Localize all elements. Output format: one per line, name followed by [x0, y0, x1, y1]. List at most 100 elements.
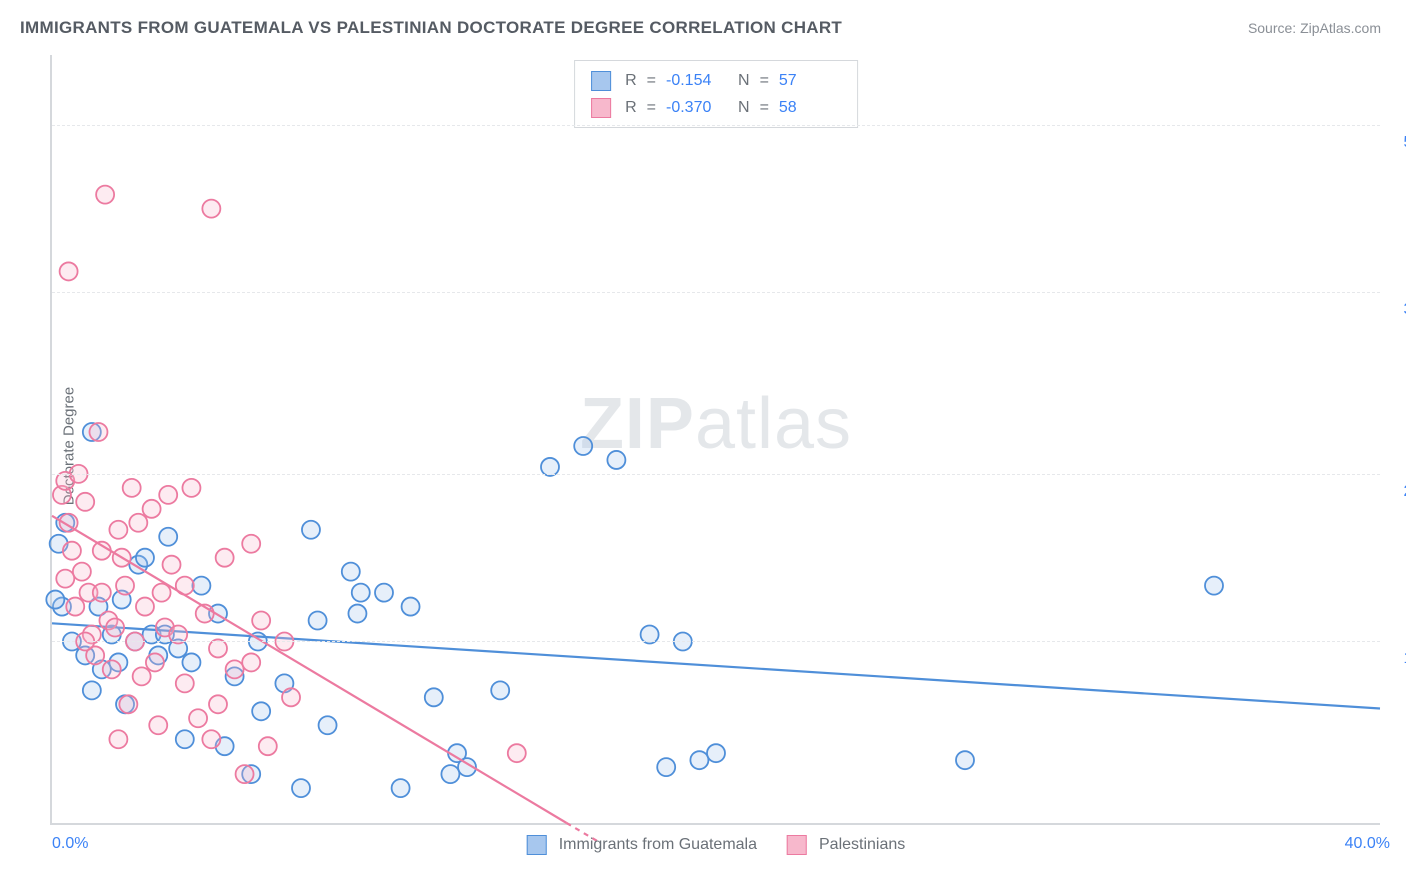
gridline [52, 292, 1380, 293]
data-point [707, 744, 725, 762]
data-point [607, 451, 625, 469]
data-point [292, 779, 310, 797]
data-point [282, 688, 300, 706]
legend-swatch-1 [527, 835, 547, 855]
data-point [153, 584, 171, 602]
data-point [441, 765, 459, 783]
n-value-1: 57 [779, 67, 841, 94]
eq: = [647, 67, 656, 94]
data-point [425, 688, 443, 706]
data-point [56, 570, 74, 588]
data-point [1205, 577, 1223, 595]
legend-label-1: Immigrants from Guatemala [559, 836, 757, 854]
stats-row-2: R = -0.370 N = 58 [591, 94, 841, 121]
data-point [103, 660, 121, 678]
n-label2: N [738, 94, 750, 121]
data-point [259, 737, 277, 755]
data-point [226, 660, 244, 678]
legend-label-2: Palestinians [819, 836, 905, 854]
gridline [52, 641, 1380, 642]
data-point [159, 528, 177, 546]
chart-svg [52, 55, 1380, 823]
data-point [392, 779, 410, 797]
r-label2: R [625, 94, 637, 121]
data-point [189, 709, 207, 727]
data-point [133, 667, 151, 685]
eq3: = [647, 94, 656, 121]
r-value-2: -0.370 [666, 94, 728, 121]
data-point [319, 716, 337, 734]
data-point [242, 653, 260, 671]
chart-source: Source: ZipAtlas.com [1248, 20, 1381, 36]
data-point [76, 493, 94, 511]
data-point [402, 598, 420, 616]
data-point [202, 730, 220, 748]
data-point [83, 681, 101, 699]
data-point [508, 744, 526, 762]
eq2: = [760, 67, 769, 94]
data-point [149, 716, 167, 734]
data-point [96, 186, 114, 204]
data-point [216, 549, 234, 567]
data-point [690, 751, 708, 769]
data-point [236, 765, 254, 783]
data-point [63, 542, 81, 560]
data-point [119, 695, 137, 713]
data-point [375, 584, 393, 602]
data-point [46, 591, 64, 609]
data-point [242, 535, 260, 553]
data-point [309, 612, 327, 630]
swatch-series2 [591, 98, 611, 118]
r-label: R [625, 67, 637, 94]
data-point [348, 605, 366, 623]
data-point [106, 619, 124, 637]
data-point [182, 653, 200, 671]
data-point [182, 479, 200, 497]
data-point [73, 563, 91, 581]
data-point [89, 423, 107, 441]
data-point [143, 500, 161, 518]
bottom-legend: Immigrants from Guatemala Palestinians [527, 835, 906, 855]
data-point [176, 674, 194, 692]
data-point [93, 584, 111, 602]
data-point [129, 514, 147, 532]
n-value-2: 58 [779, 94, 841, 121]
swatch-series1 [591, 71, 611, 91]
data-point [146, 653, 164, 671]
data-point [202, 200, 220, 218]
data-point [342, 563, 360, 581]
data-point [192, 577, 210, 595]
legend-item-2: Palestinians [787, 835, 905, 855]
data-point [302, 521, 320, 539]
x-tick-label: 0.0% [52, 835, 88, 853]
data-point [352, 584, 370, 602]
legend-swatch-2 [787, 835, 807, 855]
data-point [956, 751, 974, 769]
r-value-1: -0.154 [666, 67, 728, 94]
stats-box: R = -0.154 N = 57 R = -0.370 N = 58 [574, 60, 858, 128]
chart-title: IMMIGRANTS FROM GUATEMALA VS PALESTINIAN… [20, 18, 842, 38]
n-label: N [738, 67, 750, 94]
x-tick-label: 40.0% [1345, 835, 1390, 853]
data-point [574, 437, 592, 455]
data-point [176, 730, 194, 748]
data-point [109, 730, 127, 748]
data-point [491, 681, 509, 699]
regression-line [52, 516, 567, 823]
eq4: = [760, 94, 769, 121]
plot-area: ZIPatlas R = -0.154 N = 57 R = -0.370 N … [50, 55, 1380, 825]
data-point [109, 521, 127, 539]
data-point [252, 612, 270, 630]
stats-row-1: R = -0.154 N = 57 [591, 67, 841, 94]
data-point [66, 598, 84, 616]
data-point [252, 702, 270, 720]
data-point [136, 549, 154, 567]
gridline [52, 125, 1380, 126]
data-point [136, 598, 154, 616]
data-point [123, 479, 141, 497]
data-point [159, 486, 177, 504]
data-point [116, 577, 134, 595]
legend-item-1: Immigrants from Guatemala [527, 835, 757, 855]
data-point [209, 695, 227, 713]
data-point [60, 262, 78, 280]
